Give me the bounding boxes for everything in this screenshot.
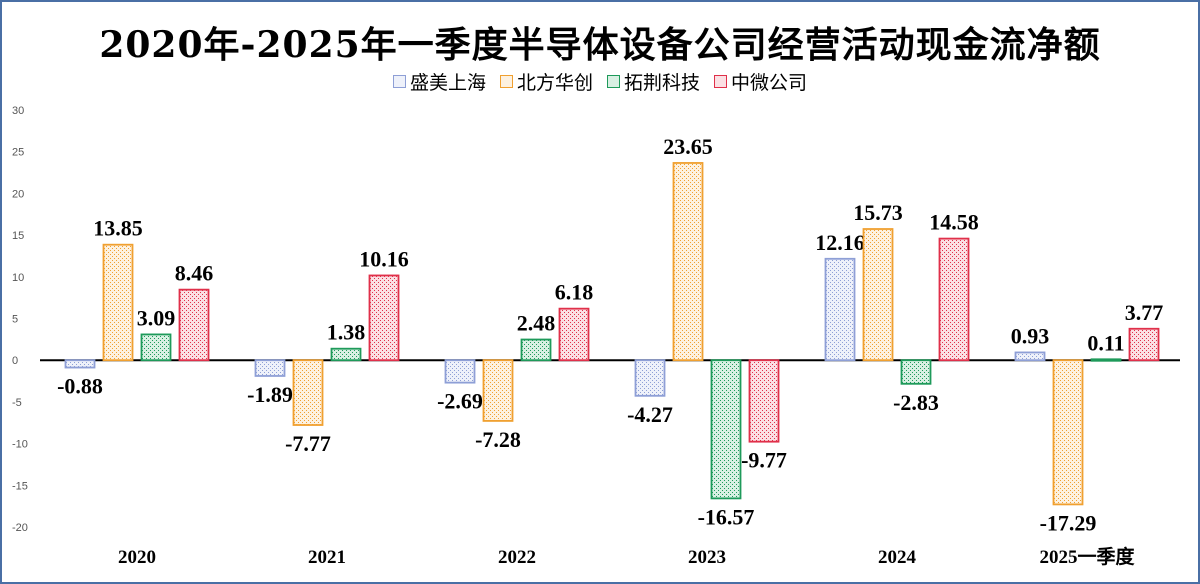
data-label: 12.16: [815, 230, 865, 255]
bar-2025一季度-盛美上海: [1014, 351, 1046, 362]
data-label: 1.38: [327, 320, 366, 345]
bar-2021-北方华创: [292, 359, 324, 426]
data-label: -1.89: [247, 382, 293, 407]
legend-label-shengmei: 盛美上海: [409, 72, 486, 94]
y-tick-label: 30: [12, 105, 24, 117]
bar-2023-北方华创: [672, 162, 704, 362]
bar-2022-拓荆科技: [520, 338, 552, 362]
legend-swatch-amec: [714, 75, 728, 88]
bar-2021-中微公司: [368, 274, 400, 362]
data-label: 8.46: [175, 261, 214, 286]
data-label: 3.77: [1125, 300, 1164, 325]
bar-2023-盛美上海: [634, 359, 666, 397]
data-label: -4.27: [627, 402, 673, 427]
y-tick-label: -15: [12, 480, 28, 492]
legend-label-naura: 北方华创: [516, 72, 593, 94]
data-label: 10.16: [359, 246, 409, 271]
y-tick-label: 15: [12, 230, 24, 242]
data-label: 13.85: [93, 216, 143, 241]
bar-2024-盛美上海: [824, 257, 856, 362]
y-tick-label: -5: [12, 397, 22, 409]
chart-title: 2020年-2025年一季度半导体设备公司经营活动现金流净额: [99, 24, 1101, 66]
x-tick-label: 2021: [308, 547, 346, 568]
data-label: -9.77: [741, 448, 787, 473]
data-label: 23.65: [663, 134, 713, 159]
x-tick-label: 2022: [498, 547, 536, 568]
bar-2024-拓荆科技: [900, 359, 932, 385]
bar-2022-中微公司: [558, 307, 590, 362]
x-tick-label: 2024: [878, 547, 917, 568]
y-tick-label: -10: [12, 439, 28, 451]
bar-2025一季度-北方华创: [1052, 359, 1084, 506]
x-tick-label: 2023: [688, 547, 726, 568]
bar-2025一季度-拓荆科技: [1090, 358, 1122, 362]
data-label: 2.48: [517, 311, 556, 336]
legend-item-piotech: 拓荆科技: [607, 68, 700, 95]
bar-2023-拓荆科技: [710, 359, 742, 500]
bar-2022-北方华创: [482, 359, 514, 422]
bar-2024-北方华创: [862, 228, 894, 362]
legend-swatch-piotech: [607, 75, 620, 88]
data-label: -16.57: [698, 504, 755, 529]
data-label: 14.58: [929, 210, 979, 235]
data-label: -2.83: [893, 390, 939, 415]
data-label: 3.09: [137, 305, 176, 330]
legend-label-piotech: 拓荆科技: [624, 72, 701, 94]
bar-2021-拓荆科技: [330, 347, 362, 362]
bar-2020-拓荆科技: [140, 333, 172, 362]
bar-2021-盛美上海: [254, 359, 286, 377]
legend: 盛美上海 北方华创 拓荆科技 中微公司: [2, 68, 1198, 95]
y-tick-label: 25: [12, 147, 24, 159]
legend-item-amec: 中微公司: [714, 68, 807, 95]
data-label: -17.29: [1040, 510, 1097, 535]
bar-2024-中微公司: [938, 237, 970, 362]
data-label: -2.69: [437, 389, 483, 414]
x-tick-label: 2020: [118, 547, 156, 568]
data-label: -7.28: [475, 427, 521, 452]
x-tick-label: 2025一季度: [1039, 545, 1135, 568]
data-label: 0.93: [1011, 323, 1050, 348]
y-tick-label: 0: [12, 355, 18, 367]
bar-2020-盛美上海: [64, 359, 96, 369]
bar-2025一季度-中微公司: [1128, 327, 1160, 362]
data-label: -0.88: [57, 374, 103, 399]
legend-label-amec: 中微公司: [731, 72, 808, 94]
data-label: 6.18: [555, 280, 594, 305]
bar-2023-中微公司: [748, 359, 780, 443]
legend-swatch-naura: [499, 75, 513, 88]
legend-item-naura: 北方华创: [499, 68, 593, 95]
y-tick-label: 10: [12, 272, 24, 284]
data-label: 15.73: [853, 200, 903, 225]
bar-2020-北方华创: [102, 243, 134, 362]
legend-swatch-shengmei: [392, 75, 406, 88]
bar-2020-中微公司: [178, 288, 210, 362]
bar-2022-盛美上海: [444, 359, 476, 384]
y-tick-label: 5: [12, 314, 18, 326]
y-tick-label: 20: [12, 188, 24, 200]
data-label: -7.77: [285, 431, 331, 456]
data-label: 0.11: [1087, 330, 1124, 355]
y-tick-label: -20: [12, 522, 28, 534]
legend-item-shengmei: 盛美上海: [392, 68, 486, 95]
